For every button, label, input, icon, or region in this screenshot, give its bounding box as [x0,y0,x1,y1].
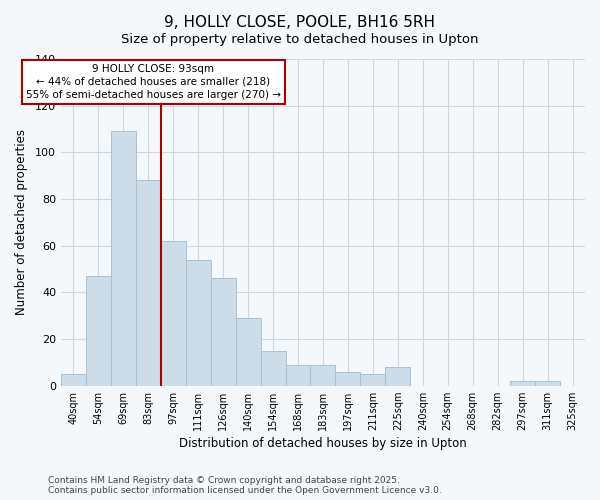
Bar [361,374,385,386]
Bar [236,318,260,386]
Bar [286,364,310,386]
Bar [510,381,535,386]
Bar [61,374,86,386]
Bar [211,278,236,386]
Bar [161,241,186,386]
Bar [535,381,560,386]
Bar [260,350,286,386]
Bar [310,364,335,386]
Y-axis label: Number of detached properties: Number of detached properties [15,130,28,316]
Text: Contains HM Land Registry data © Crown copyright and database right 2025.
Contai: Contains HM Land Registry data © Crown c… [48,476,442,495]
Text: 9, HOLLY CLOSE, POOLE, BH16 5RH: 9, HOLLY CLOSE, POOLE, BH16 5RH [164,15,436,30]
Text: Size of property relative to detached houses in Upton: Size of property relative to detached ho… [121,32,479,46]
Bar [136,180,161,386]
Bar [385,367,410,386]
X-axis label: Distribution of detached houses by size in Upton: Distribution of detached houses by size … [179,437,467,450]
Bar [186,260,211,386]
Bar [335,372,361,386]
Text: 9 HOLLY CLOSE: 93sqm
← 44% of detached houses are smaller (218)
55% of semi-deta: 9 HOLLY CLOSE: 93sqm ← 44% of detached h… [26,64,281,100]
Bar [86,276,111,386]
Bar [111,132,136,386]
